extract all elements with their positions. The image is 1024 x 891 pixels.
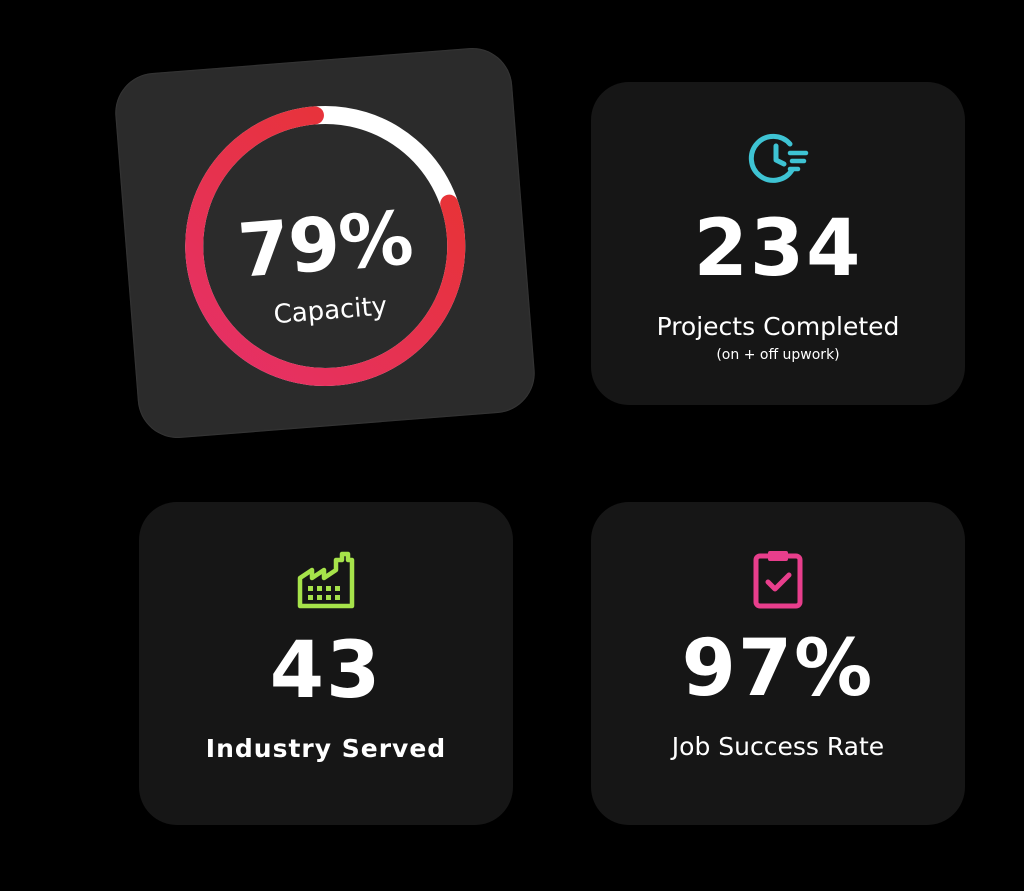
industry-number: 43	[269, 626, 383, 716]
clipboard-check-icon	[746, 546, 810, 610]
projects-card: 234 Projects Completed (on + off upwork)	[591, 82, 965, 405]
success-card: 97% Job Success Rate	[591, 502, 965, 825]
success-label: Job Success Rate	[671, 732, 885, 761]
industry-card: 43 Industry Served	[139, 502, 513, 825]
projects-sublabel: (on + off upwork)	[716, 347, 840, 363]
success-number: 97%	[681, 624, 875, 714]
capacity-gauge	[185, 105, 466, 386]
capacity-card: 79% Capacity	[112, 44, 538, 442]
projects-number: 234	[693, 204, 863, 294]
gauge-text-layer: 79% Capacity	[164, 85, 487, 408]
factory-icon	[294, 548, 358, 612]
projects-label: Projects Completed	[656, 312, 900, 341]
gauge-progress-arc	[185, 105, 466, 386]
capacity-value: 79%	[234, 195, 416, 295]
industry-label: Industry Served	[205, 734, 447, 763]
clock-lines-icon	[746, 126, 810, 190]
